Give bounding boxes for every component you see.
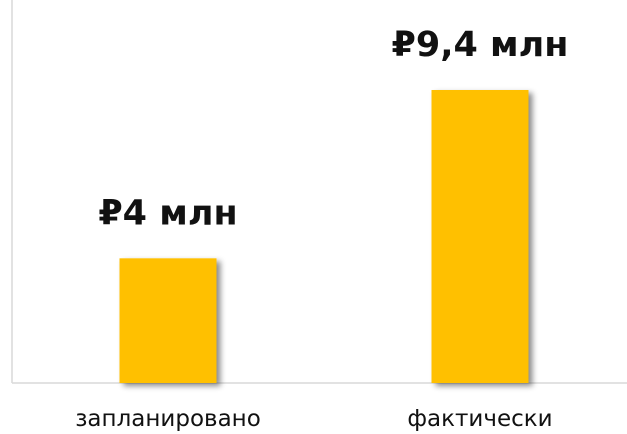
data-label: ₽4 млн: [98, 193, 237, 233]
bar: [119, 258, 217, 383]
x-tick-label: запланировано: [75, 406, 261, 432]
bar: [431, 90, 529, 383]
x-tick-label: фактически: [407, 406, 552, 432]
data-label: ₽9,4 млн: [392, 25, 569, 65]
